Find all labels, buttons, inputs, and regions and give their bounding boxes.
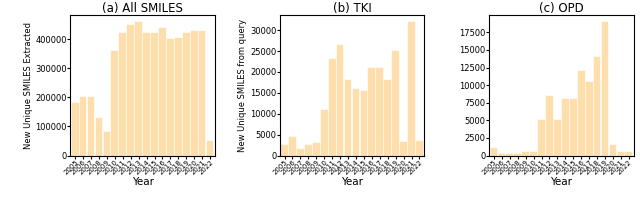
Bar [506, 154, 513, 156]
Bar [135, 22, 142, 156]
Bar [80, 97, 86, 156]
Bar [625, 152, 632, 156]
Bar [618, 152, 624, 156]
Bar [88, 97, 95, 156]
Bar [329, 59, 335, 156]
Y-axis label: New Unique SMILES from query: New Unique SMILES from query [238, 19, 247, 152]
Bar [95, 118, 102, 156]
Bar [159, 28, 166, 156]
Bar [345, 80, 351, 156]
Bar [313, 143, 319, 156]
Bar [392, 51, 399, 156]
Bar [538, 120, 545, 156]
Bar [199, 30, 205, 156]
X-axis label: Year: Year [550, 177, 572, 187]
Bar [297, 149, 304, 156]
X-axis label: Year: Year [132, 177, 154, 187]
Bar [289, 137, 296, 156]
Bar [491, 148, 497, 156]
Bar [515, 154, 521, 156]
Bar [151, 33, 158, 156]
Bar [111, 51, 118, 156]
Bar [175, 38, 182, 156]
Bar [570, 99, 577, 156]
Bar [586, 82, 593, 156]
Bar [522, 152, 529, 156]
Title: (a) All SMILES: (a) All SMILES [102, 2, 183, 15]
Bar [337, 45, 344, 156]
Bar [72, 103, 79, 156]
Bar [546, 96, 553, 156]
Bar [562, 99, 569, 156]
Bar [554, 120, 561, 156]
Bar [594, 57, 600, 156]
Bar [360, 91, 367, 156]
Bar [207, 141, 213, 156]
Bar [400, 142, 407, 156]
Bar [143, 33, 150, 156]
Bar [499, 154, 505, 156]
Title: (b) TKI: (b) TKI [333, 2, 371, 15]
Bar [353, 89, 359, 156]
Bar [578, 71, 584, 156]
Bar [120, 33, 126, 156]
Bar [531, 152, 537, 156]
Bar [385, 80, 391, 156]
Title: (c) OPD: (c) OPD [539, 2, 584, 15]
Bar [609, 145, 616, 156]
Bar [376, 68, 383, 156]
Bar [183, 33, 189, 156]
X-axis label: Year: Year [341, 177, 363, 187]
Y-axis label: New Unique SMILES Extracted: New Unique SMILES Extracted [24, 22, 33, 149]
Bar [321, 110, 328, 156]
Bar [416, 141, 423, 156]
Bar [602, 22, 609, 156]
Bar [281, 145, 288, 156]
Bar [369, 68, 375, 156]
Bar [167, 39, 173, 156]
Bar [191, 30, 198, 156]
Bar [408, 22, 415, 156]
Bar [305, 145, 312, 156]
Bar [127, 25, 134, 156]
Bar [104, 132, 110, 156]
